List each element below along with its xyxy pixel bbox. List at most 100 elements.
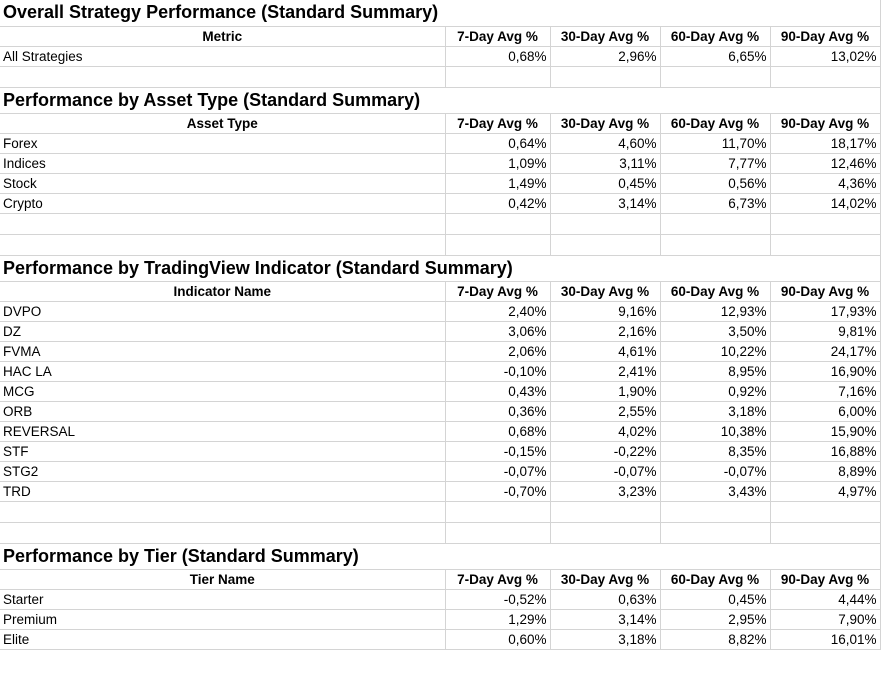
empty-cell[interactable]: [660, 213, 771, 235]
value-cell[interactable]: 17,93%: [770, 301, 881, 322]
row-label-cell[interactable]: Premium: [0, 609, 446, 630]
empty-cell[interactable]: [550, 255, 660, 282]
empty-cell[interactable]: [550, 234, 661, 256]
value-cell[interactable]: 0,60%: [445, 629, 551, 650]
value-cell[interactable]: 24,17%: [770, 341, 881, 362]
value-cell[interactable]: 16,01%: [770, 629, 881, 650]
value-cell[interactable]: 16,90%: [770, 361, 881, 382]
value-cell[interactable]: 0,92%: [660, 381, 771, 402]
row-label-cell[interactable]: DZ: [0, 321, 446, 342]
column-header[interactable]: 30-Day Avg %: [550, 281, 661, 302]
empty-cell[interactable]: [770, 66, 881, 88]
value-cell[interactable]: 9,16%: [550, 301, 661, 322]
column-header[interactable]: 90-Day Avg %: [770, 281, 881, 302]
value-cell[interactable]: 10,22%: [660, 341, 771, 362]
column-header[interactable]: 60-Day Avg %: [660, 569, 771, 590]
value-cell[interactable]: 3,18%: [550, 629, 661, 650]
value-cell[interactable]: 4,60%: [550, 133, 661, 154]
row-label-cell[interactable]: STF: [0, 441, 446, 462]
column-header[interactable]: 7-Day Avg %: [445, 26, 551, 47]
empty-cell[interactable]: [770, 87, 881, 114]
value-cell[interactable]: 0,68%: [445, 46, 551, 67]
column-header[interactable]: 60-Day Avg %: [660, 281, 771, 302]
value-cell[interactable]: 4,44%: [770, 589, 881, 610]
empty-cell[interactable]: [770, 234, 881, 256]
row-label-cell[interactable]: TRD: [0, 481, 446, 502]
row-label-cell[interactable]: MCG: [0, 381, 446, 402]
section-title-cell[interactable]: Performance by Tier (Standard Summary): [0, 543, 445, 570]
value-cell[interactable]: 13,02%: [770, 46, 881, 67]
value-cell[interactable]: 7,90%: [770, 609, 881, 630]
value-cell[interactable]: 8,89%: [770, 461, 881, 482]
row-label-cell[interactable]: FVMA: [0, 341, 446, 362]
value-cell[interactable]: -0,15%: [445, 441, 551, 462]
column-header[interactable]: 30-Day Avg %: [550, 26, 661, 47]
value-cell[interactable]: 0,56%: [660, 173, 771, 194]
value-cell[interactable]: 0,43%: [445, 381, 551, 402]
column-header[interactable]: 7-Day Avg %: [445, 281, 551, 302]
value-cell[interactable]: -0,52%: [445, 589, 551, 610]
row-label-cell[interactable]: STG2: [0, 461, 446, 482]
column-header[interactable]: 90-Day Avg %: [770, 113, 881, 134]
value-cell[interactable]: 4,97%: [770, 481, 881, 502]
value-cell[interactable]: 12,93%: [660, 301, 771, 322]
empty-cell[interactable]: [445, 213, 551, 235]
value-cell[interactable]: 4,02%: [550, 421, 661, 442]
value-cell[interactable]: 11,70%: [660, 133, 771, 154]
empty-cell[interactable]: [445, 255, 550, 282]
value-cell[interactable]: 2,06%: [445, 341, 551, 362]
row-label-cell[interactable]: Stock: [0, 173, 446, 194]
row-label-cell[interactable]: Starter: [0, 589, 446, 610]
row-label-cell[interactable]: Crypto: [0, 193, 446, 214]
empty-cell[interactable]: [770, 543, 881, 570]
value-cell[interactable]: 6,65%: [660, 46, 771, 67]
empty-cell[interactable]: [660, 522, 771, 544]
value-cell[interactable]: 4,61%: [550, 341, 661, 362]
value-cell[interactable]: 9,81%: [770, 321, 881, 342]
value-cell[interactable]: 0,45%: [550, 173, 661, 194]
column-header[interactable]: Tier Name: [0, 569, 446, 590]
value-cell[interactable]: 16,88%: [770, 441, 881, 462]
row-label-cell[interactable]: Forex: [0, 133, 446, 154]
value-cell[interactable]: 0,63%: [550, 589, 661, 610]
empty-cell[interactable]: [660, 255, 770, 282]
value-cell[interactable]: 2,95%: [660, 609, 771, 630]
section-title-cell[interactable]: Performance by Asset Type (Standard Summ…: [0, 87, 445, 114]
row-label-cell[interactable]: All Strategies: [0, 46, 446, 67]
empty-cell[interactable]: [0, 66, 446, 88]
empty-cell[interactable]: [550, 66, 661, 88]
empty-cell[interactable]: [550, 543, 660, 570]
empty-cell[interactable]: [550, 522, 661, 544]
value-cell[interactable]: 1,49%: [445, 173, 551, 194]
empty-cell[interactable]: [445, 87, 550, 114]
value-cell[interactable]: 0,68%: [445, 421, 551, 442]
value-cell[interactable]: 1,29%: [445, 609, 551, 630]
row-label-cell[interactable]: DVPO: [0, 301, 446, 322]
empty-cell[interactable]: [445, 522, 551, 544]
empty-cell[interactable]: [660, 234, 771, 256]
row-label-cell[interactable]: HAC LA: [0, 361, 446, 382]
value-cell[interactable]: 7,16%: [770, 381, 881, 402]
empty-cell[interactable]: [0, 522, 446, 544]
value-cell[interactable]: 8,35%: [660, 441, 771, 462]
section-title-cell[interactable]: Performance by TradingView Indicator (St…: [0, 255, 513, 282]
value-cell[interactable]: 3,50%: [660, 321, 771, 342]
empty-cell[interactable]: [445, 66, 551, 88]
value-cell[interactable]: 4,36%: [770, 173, 881, 194]
column-header[interactable]: Asset Type: [0, 113, 446, 134]
value-cell[interactable]: 2,96%: [550, 46, 661, 67]
value-cell[interactable]: 1,09%: [445, 153, 551, 174]
column-header[interactable]: Metric: [0, 26, 446, 47]
value-cell[interactable]: 0,45%: [660, 589, 771, 610]
empty-cell[interactable]: [550, 0, 660, 27]
empty-cell[interactable]: [445, 543, 550, 570]
column-header[interactable]: 30-Day Avg %: [550, 113, 661, 134]
row-label-cell[interactable]: Indices: [0, 153, 446, 174]
value-cell[interactable]: 0,36%: [445, 401, 551, 422]
value-cell[interactable]: -0,07%: [660, 461, 771, 482]
value-cell[interactable]: 10,38%: [660, 421, 771, 442]
value-cell[interactable]: 3,11%: [550, 153, 661, 174]
empty-cell[interactable]: [770, 0, 881, 27]
column-header[interactable]: Indicator Name: [0, 281, 446, 302]
column-header[interactable]: 90-Day Avg %: [770, 26, 881, 47]
